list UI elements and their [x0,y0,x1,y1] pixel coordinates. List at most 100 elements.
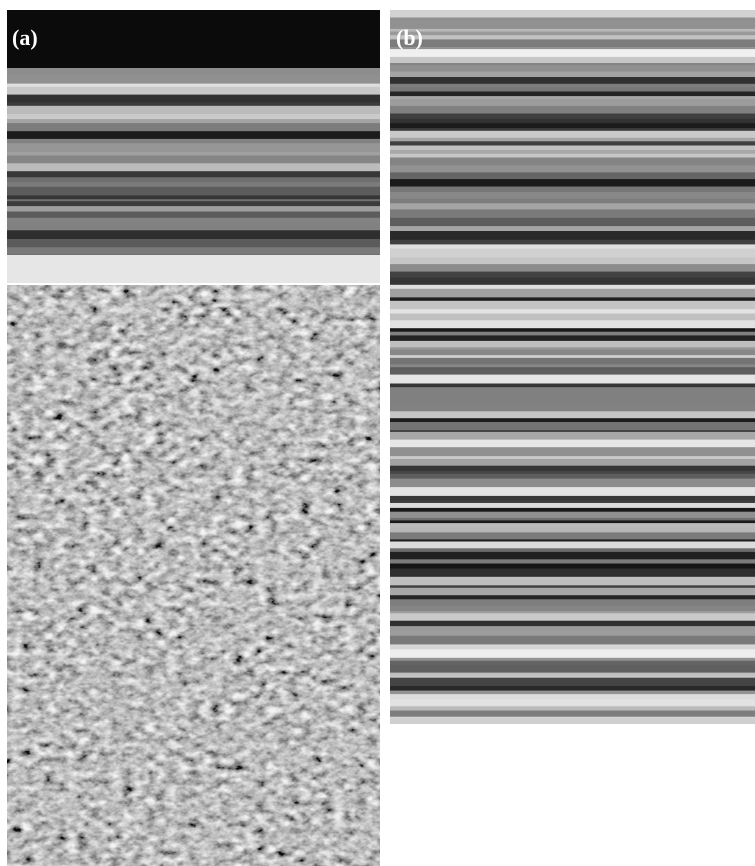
stripe [390,314,755,321]
stripe [390,691,755,695]
stripe [7,195,380,199]
stripe [390,350,755,356]
stripe [7,119,380,124]
stripe [390,459,755,466]
stripe [390,179,755,187]
stripe [7,114,380,120]
stripe [390,231,755,240]
stripes-b [390,10,755,727]
stripe [7,95,380,103]
stripe [7,106,380,115]
stripe [390,257,755,264]
stripe [390,577,755,586]
stripe [7,75,380,85]
stripe [390,471,755,474]
stripe [390,328,755,332]
stripe [390,508,755,512]
stripe [7,139,380,144]
stripe [390,150,755,154]
stripe [390,187,755,193]
stripe [390,552,755,560]
stripe [390,432,755,440]
stripe [390,559,755,564]
stripe [390,32,755,36]
stripe [7,171,380,178]
stripe [390,249,755,258]
stripe [390,621,755,627]
stripe [390,487,755,496]
stripe [390,447,755,456]
stripe [390,512,755,519]
stripe [390,49,755,57]
panel-a: (a) [7,10,380,866]
stripe [7,156,380,164]
stripe [390,569,755,578]
stripe [390,630,755,636]
panel-b: (b) [390,10,755,727]
stripe [390,699,755,706]
stripe [7,68,380,75]
stripe [390,10,755,18]
stripe [390,119,755,124]
stripe [390,474,755,479]
stripe [390,335,755,341]
stripe [390,456,755,459]
stripe [7,84,380,88]
stripe [390,673,755,677]
stripe [390,301,755,310]
stripe [390,218,755,227]
stripe [390,523,755,528]
stripe [390,240,755,245]
stripe [7,224,380,231]
stripe [390,146,755,151]
stripe [7,218,380,224]
stripe [7,212,380,219]
stripe [7,87,380,95]
stripe [390,123,755,128]
figure: (a) (b) [0,0,755,866]
stripe [390,440,755,448]
stripe [390,367,755,375]
stripe [7,239,380,248]
stripe [390,532,755,539]
stripe [390,585,755,588]
stripe [390,341,755,348]
stripe [7,131,380,139]
stripe [390,595,755,600]
stripe [390,285,755,290]
stripe [390,588,755,596]
stripe [7,123,380,132]
stripe [390,203,755,210]
stripe [390,364,755,367]
stripe [390,496,755,501]
stripe [390,694,755,700]
stripe [390,35,755,40]
stripe [390,289,755,298]
stripe [7,152,380,156]
stripe [7,102,380,106]
stripe [390,192,755,199]
stripe [390,158,755,166]
stripe [390,106,755,114]
stripe [7,247,380,254]
stripe [390,77,755,84]
stripe [390,244,755,249]
stripe [390,542,755,549]
stripe [390,706,755,711]
stripe [390,396,755,405]
stripe [390,503,755,508]
stripe [390,636,755,645]
stripe [390,422,755,431]
stripe [390,18,755,22]
stripe [390,39,755,47]
stripe [390,278,755,286]
stripe [390,418,755,422]
stripe [390,209,755,218]
stripe [390,72,755,78]
stripe [390,375,755,384]
stripe [390,57,755,64]
stripe [390,466,755,472]
stripe [390,320,755,328]
stripe [7,182,380,187]
stripe [390,87,755,92]
